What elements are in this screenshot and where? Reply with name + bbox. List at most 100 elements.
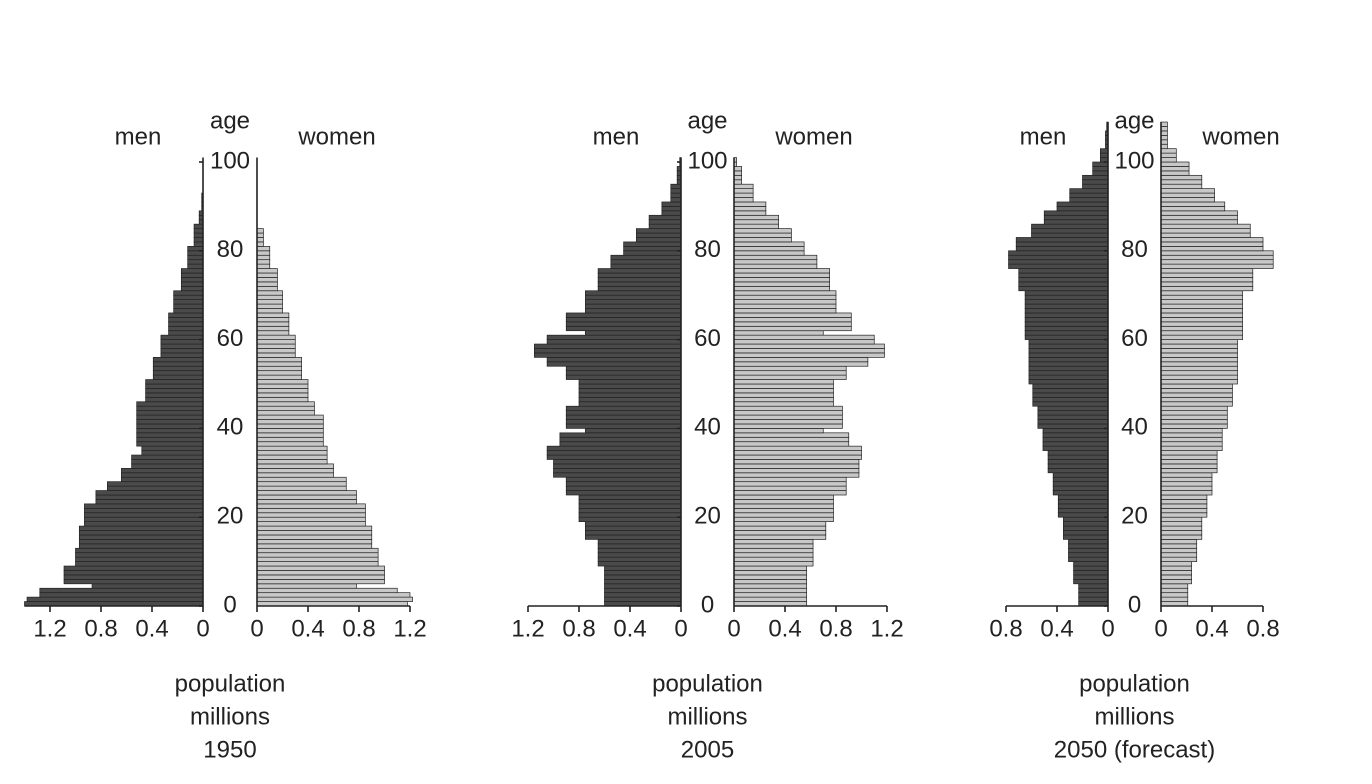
- bar-women: [733, 561, 814, 567]
- bar-men: [597, 272, 682, 278]
- bar-women: [256, 308, 283, 314]
- bar-women: [1160, 561, 1192, 567]
- bar-women: [1160, 370, 1238, 376]
- bar-women: [256, 370, 302, 376]
- bar-men: [578, 494, 682, 500]
- x-tick-label: 0.8: [84, 615, 117, 642]
- bar-men: [160, 343, 204, 349]
- axis-label: age: [210, 107, 250, 134]
- bar-men: [1037, 423, 1109, 429]
- bar-women: [256, 321, 290, 327]
- bar-women: [256, 259, 271, 265]
- bar-women: [1160, 321, 1243, 327]
- bar-women: [733, 388, 834, 394]
- bar-men: [597, 539, 682, 545]
- bar-women: [256, 379, 309, 385]
- bar-women: [733, 299, 837, 305]
- bar-women: [1160, 365, 1238, 372]
- bar-men: [597, 277, 682, 283]
- bar-men: [1008, 254, 1109, 261]
- bar-men: [136, 436, 204, 443]
- bar-women: [1160, 277, 1254, 283]
- bar-men: [75, 547, 204, 554]
- bar-women: [1160, 299, 1243, 305]
- bar-men: [578, 499, 682, 505]
- bar-women: [733, 343, 885, 349]
- bar-men: [578, 396, 682, 403]
- bar-men: [1057, 512, 1109, 518]
- y-tick-label: 100: [1114, 147, 1154, 174]
- bar-women: [256, 574, 385, 580]
- bar-women: [1160, 472, 1213, 478]
- bar-men: [1018, 281, 1109, 287]
- bar-men: [193, 241, 204, 247]
- bar-men: [597, 285, 682, 292]
- bar-men: [578, 388, 682, 394]
- bar-men: [565, 485, 682, 491]
- bar-men: [173, 294, 204, 300]
- bar-women: [1160, 161, 1190, 167]
- bar-women: [1160, 121, 1168, 127]
- bar-women: [256, 241, 264, 247]
- bar-men: [168, 321, 204, 327]
- bar-women: [1160, 565, 1192, 571]
- bar-women: [733, 365, 847, 372]
- bar-men: [1069, 192, 1109, 198]
- bar-women: [1160, 188, 1215, 194]
- bar-women: [1160, 135, 1168, 141]
- bar-women: [733, 312, 852, 318]
- x-tick-label: 0: [727, 615, 740, 642]
- bar-men: [585, 428, 682, 434]
- bar-men: [180, 285, 204, 292]
- bar-women: [733, 192, 754, 198]
- bar-women: [1160, 166, 1190, 172]
- bar-men: [160, 352, 204, 358]
- bar-men: [1047, 454, 1109, 460]
- bar-women: [733, 201, 767, 207]
- bar-men: [565, 374, 682, 380]
- bar-women: [256, 534, 373, 540]
- bar-men: [565, 370, 682, 376]
- bar-women: [1160, 303, 1243, 309]
- bar-men: [1056, 201, 1109, 207]
- bar-women: [1160, 339, 1238, 345]
- x-tick-label: 0: [196, 615, 209, 642]
- bar-women: [256, 299, 283, 305]
- bar-men: [1043, 210, 1109, 216]
- bar-men: [173, 299, 204, 305]
- bar-women: [733, 428, 824, 434]
- bar-men: [107, 485, 204, 491]
- bar-women: [1160, 574, 1192, 580]
- bar-men: [636, 228, 682, 234]
- bar-men: [1032, 388, 1109, 394]
- bar-women: [256, 268, 278, 274]
- bar-women: [733, 214, 779, 221]
- y-tick-label: 0: [1128, 591, 1141, 618]
- bar-women: [733, 330, 824, 336]
- bar-women: [733, 285, 830, 292]
- bar-men: [1042, 432, 1109, 438]
- bar-men: [193, 232, 204, 238]
- bar-women: [1160, 463, 1218, 469]
- bar-women: [1160, 237, 1264, 243]
- bar-men: [145, 396, 204, 403]
- bar-women: [1160, 214, 1238, 221]
- bar-women: [256, 539, 373, 545]
- bar-women: [256, 561, 379, 567]
- bar-women: [256, 237, 264, 243]
- bar-women: [256, 343, 296, 349]
- bar-men: [1073, 565, 1109, 571]
- bar-men: [553, 459, 682, 465]
- bar-women: [256, 414, 324, 420]
- bar-women: [256, 570, 385, 576]
- bar-women: [1160, 281, 1254, 287]
- bar-women: [256, 392, 309, 398]
- y-tick-label: 40: [694, 414, 721, 441]
- bar-men: [1037, 405, 1109, 411]
- bar-men: [131, 459, 204, 465]
- bar-women: [1160, 543, 1198, 549]
- bar-men: [75, 552, 204, 558]
- bar-men: [180, 281, 204, 287]
- x-tick-label: 0.8: [819, 615, 852, 642]
- bar-women: [733, 481, 847, 487]
